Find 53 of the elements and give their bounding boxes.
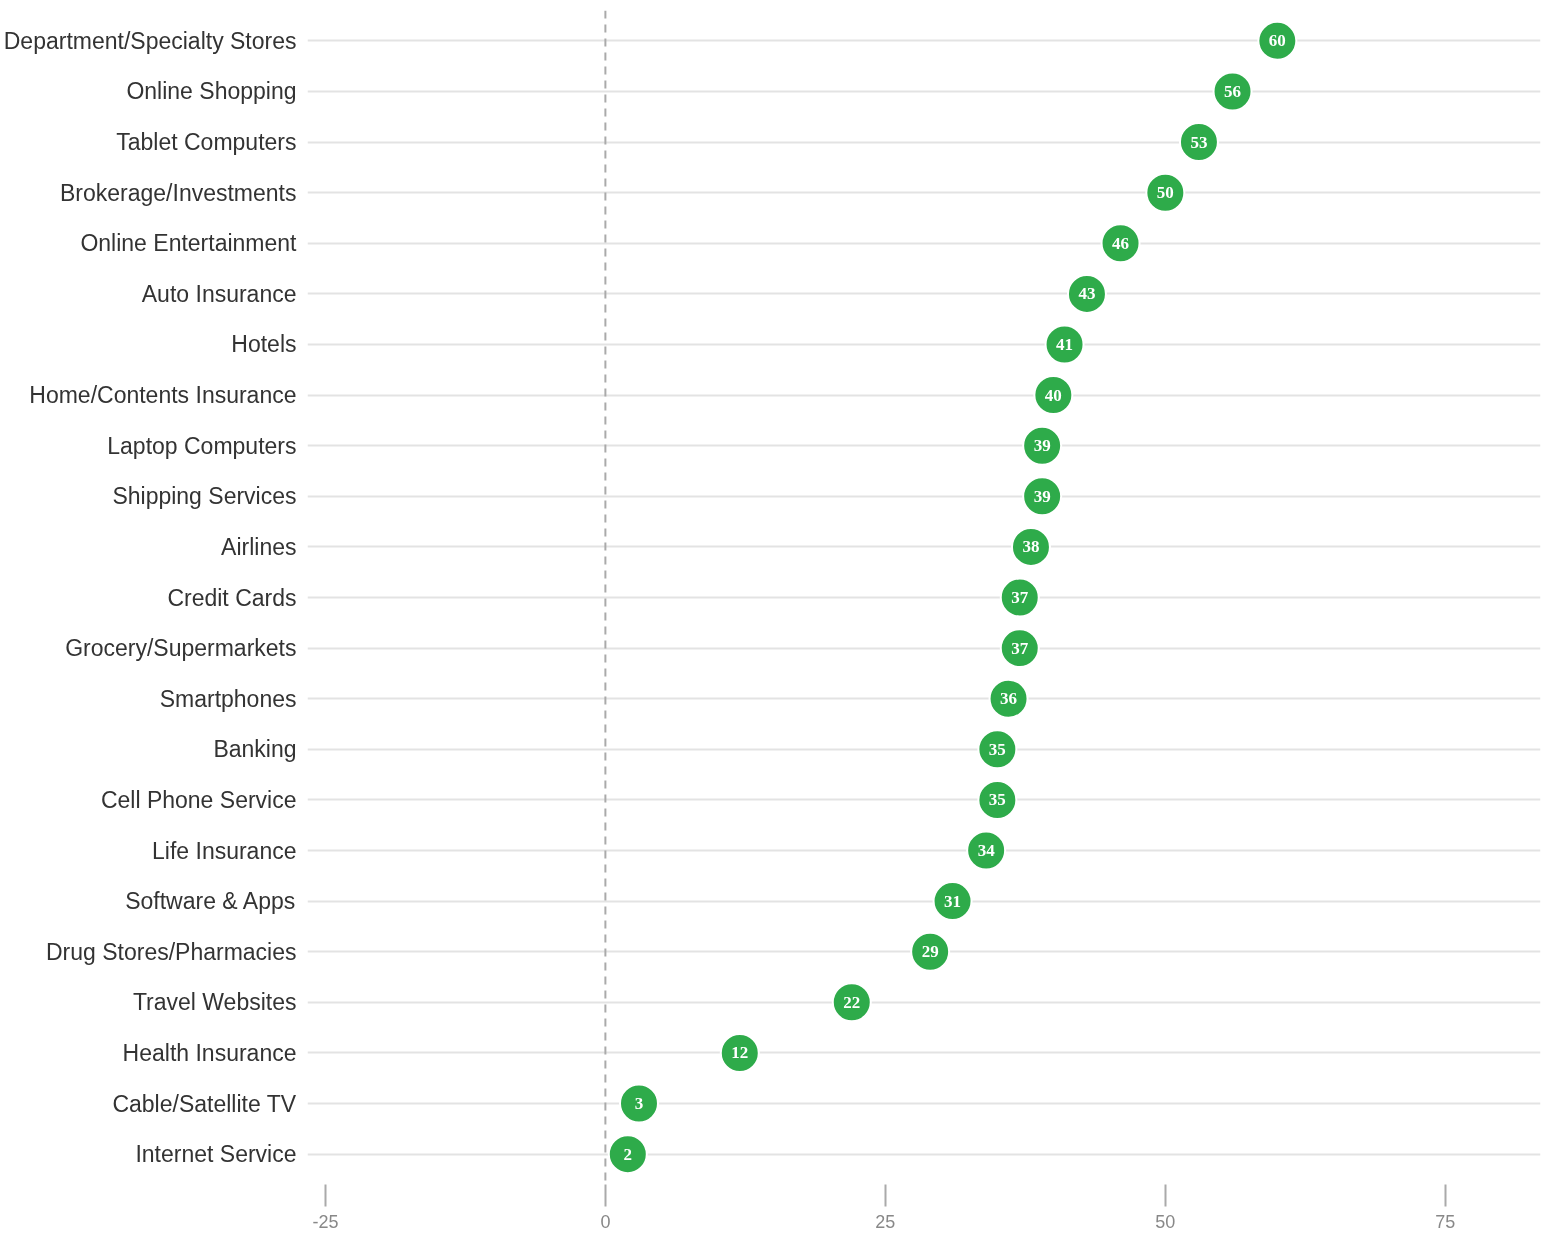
data-label: 39 [1033,486,1051,506]
point [618,1083,659,1124]
y-tick-label: Health Insurance [122,1039,297,1066]
y-tick-label: Travel Websites [132,989,297,1016]
y-tick-label: Internet Service [135,1141,297,1168]
y-tick-label: Laptop Computers [107,432,297,459]
y-tick-label: Shipping Services [112,483,297,510]
y-tick-label: Airlines [221,533,297,560]
data-label: 53 [1190,132,1208,152]
data-label: 60 [1268,31,1286,51]
x-tick-label: 75 [1435,1211,1456,1232]
data-label: 22 [843,992,861,1012]
data-label: 41 [1056,334,1074,354]
y-tick-label: Software & Apps [125,888,296,915]
y-tick-label: Tablet Computers [116,129,297,156]
x-tick-label: 0 [600,1211,611,1232]
point [607,1134,648,1175]
y-tick-label: Department/Specialty Stores [3,27,297,54]
data-label: 40 [1044,385,1062,405]
y-tick-label: Banking [213,736,297,763]
y-tick-label: Cable/Satellite TV [112,1090,297,1117]
data-label: 46 [1112,233,1130,253]
data-label: 36 [1000,689,1018,709]
y-tick-label: Grocery/Supermarkets [65,635,297,662]
data-label: 34 [977,841,996,861]
y-tick-label: Credit Cards [167,584,297,611]
data-label: 37 [1011,588,1029,607]
y-tick-label: Brokerage/Investments [60,179,297,206]
data-label: 56 [1224,81,1242,101]
y-tick-label: Life Insurance [152,837,297,864]
data-label: 2 [623,1144,633,1164]
y-tick-label: Hotels [231,331,297,358]
data-label: 29 [921,942,939,962]
y-tick-label: Online Shopping [126,78,297,105]
x-tick-label: 50 [1155,1211,1176,1232]
x-tick-label: 25 [875,1211,896,1232]
y-tick-label: Drug Stores/Pharmacies [45,938,297,965]
data-label: 38 [1022,537,1040,557]
data-label: 39 [1033,436,1051,456]
data-label: 31 [944,891,962,911]
y-tick-label: Cell Phone Service [100,786,297,813]
y-tick-label: Smartphones [159,685,297,712]
data-label: 50 [1156,183,1174,203]
y-tick-label: Auto Insurance [141,280,297,307]
x-tick-label: -25 [312,1211,339,1232]
data-label: 43 [1078,284,1096,304]
data-label: 3 [634,1094,644,1114]
y-tick-label: Home/Contents Insurance [29,382,297,409]
data-label: 12 [731,1043,749,1063]
data-label: 37 [1011,638,1029,658]
data-label: 35 [988,739,1006,759]
y-tick-label: Online Entertainment [80,230,298,257]
data-label: 35 [988,790,1006,810]
